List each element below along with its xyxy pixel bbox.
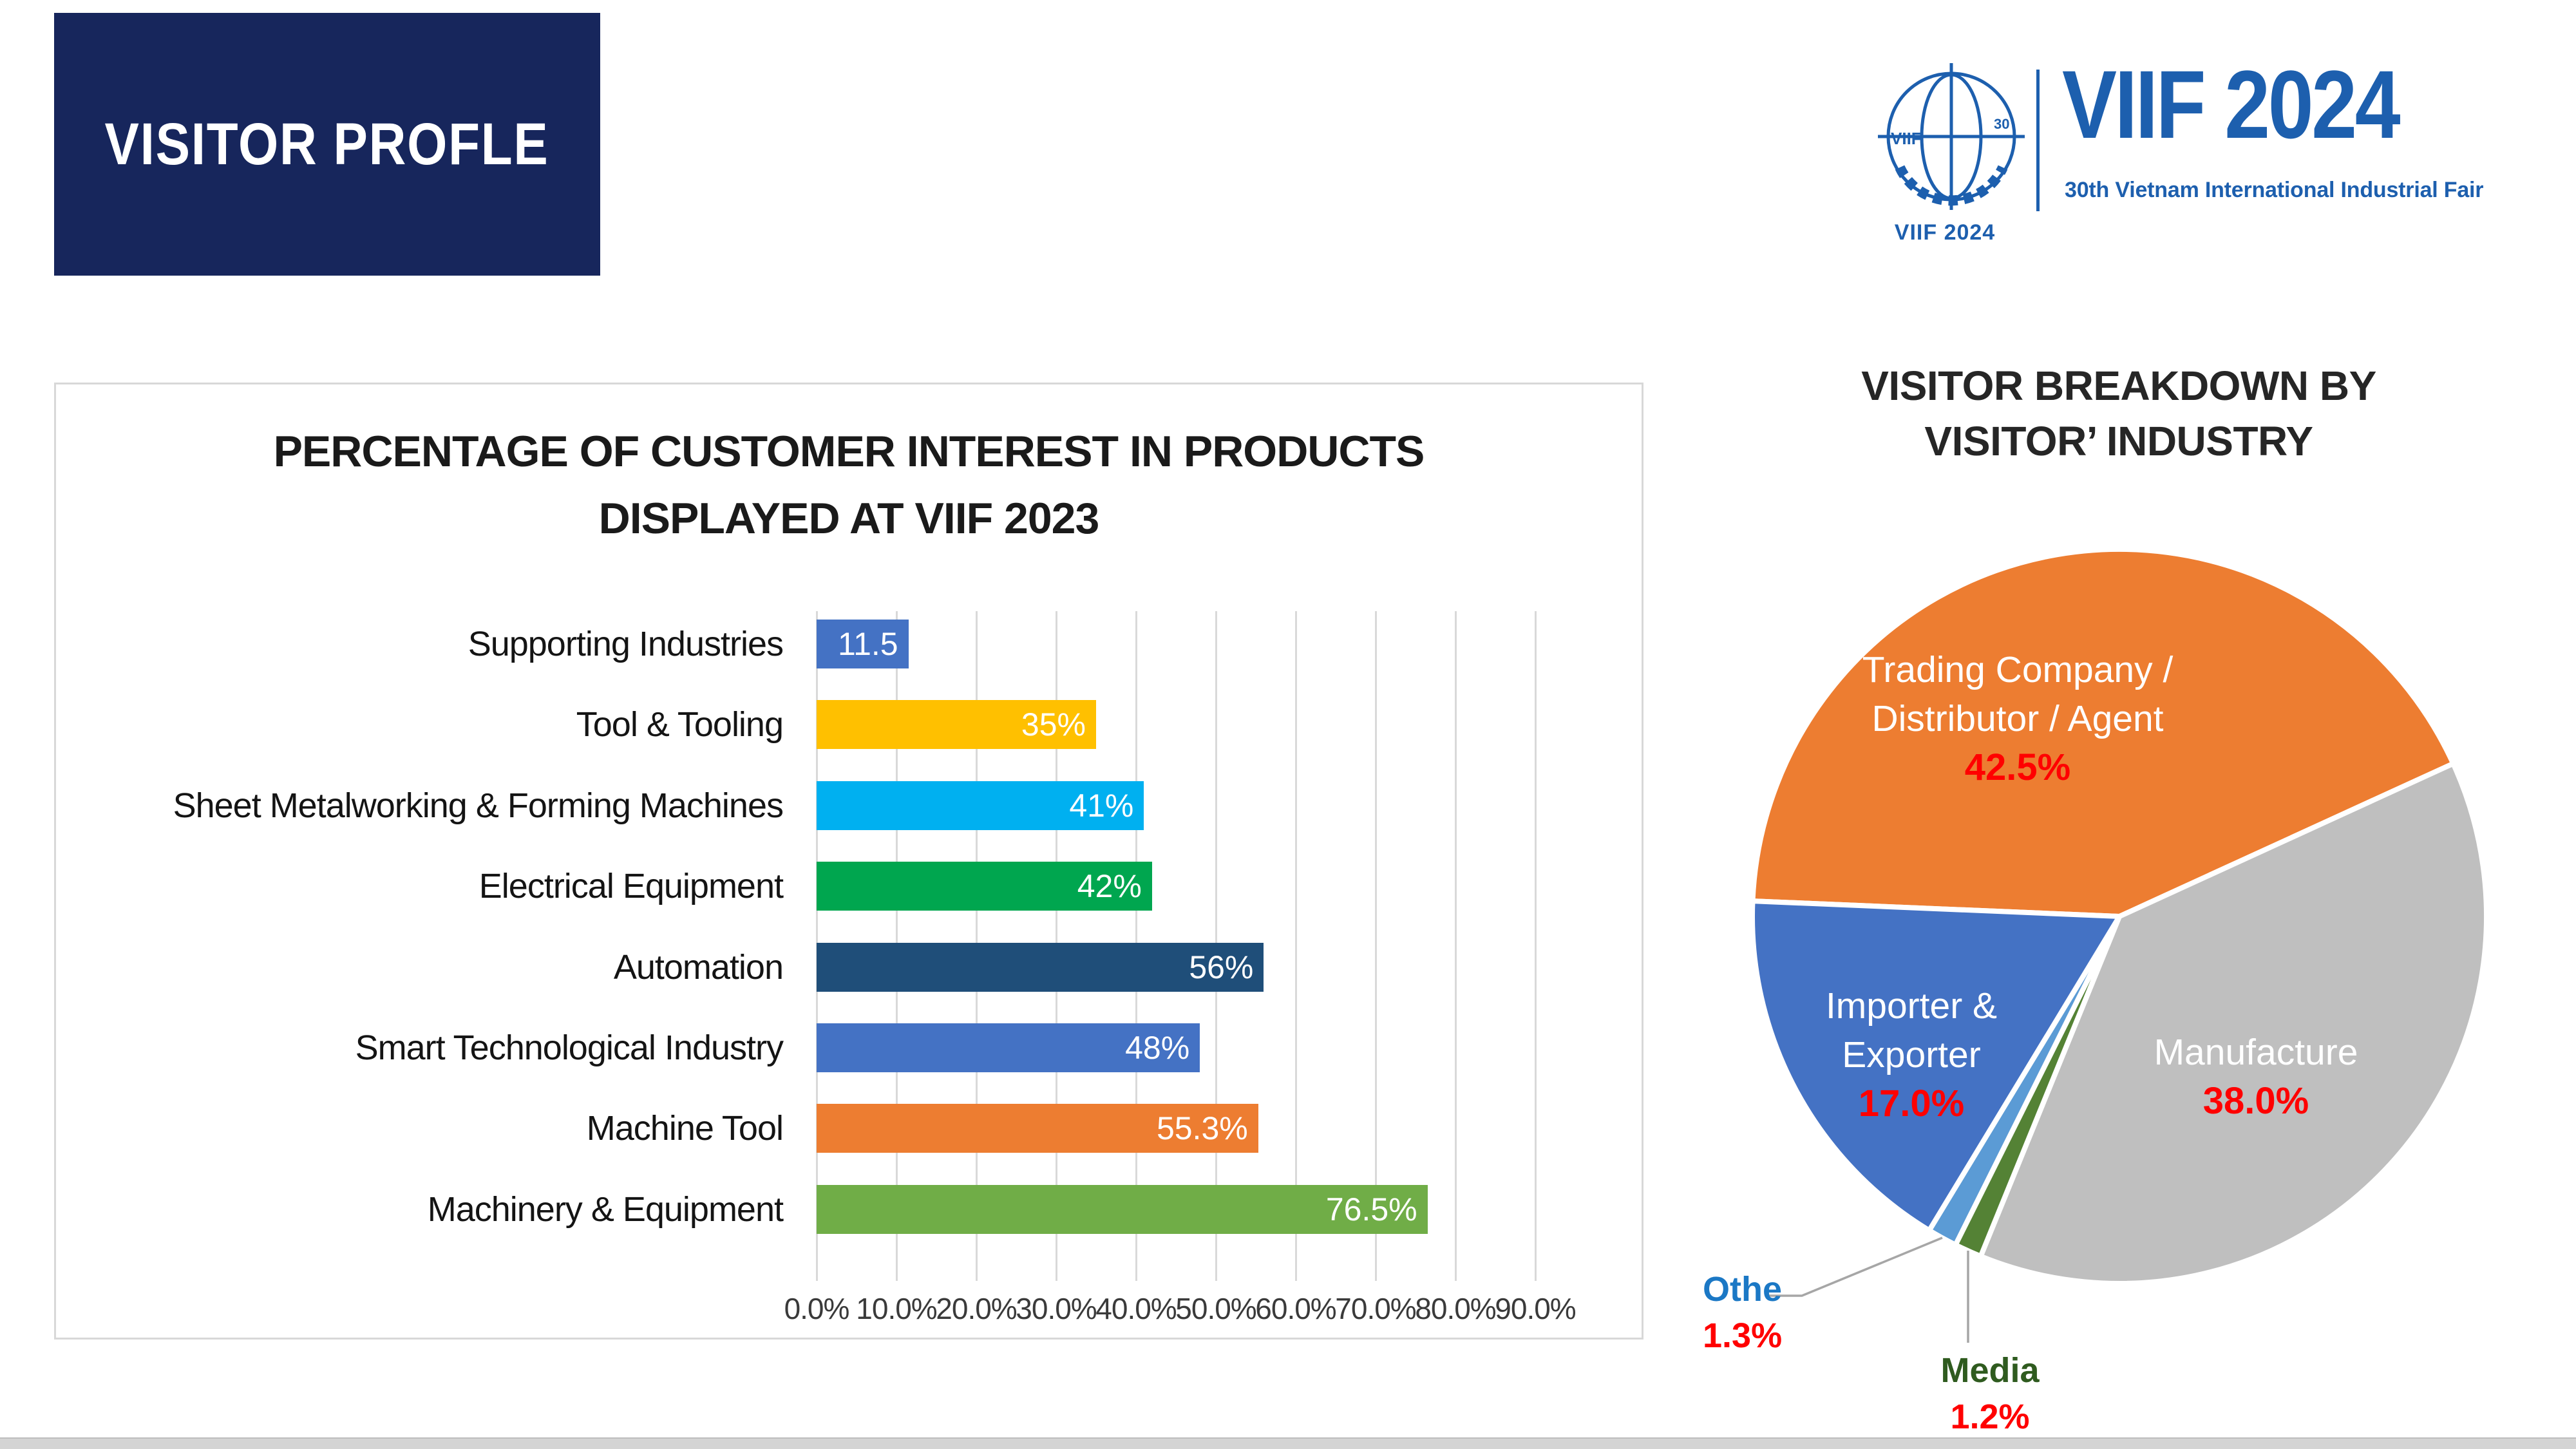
gridline [1295,611,1297,1281]
page-title: VISITOR PROFLE [105,111,549,177]
manufacture-label-line1: Manufacture [2154,1032,2358,1073]
othe-slice-label: Othe 1.3% [1703,1266,1782,1359]
pie-title-line1: VISITOR BREAKDOWN BY [1861,363,2376,409]
pie-slice [1978,761,2489,1286]
bar-value-label: 56% [1189,949,1254,985]
gridline [1535,611,1537,1281]
emblem-caption: VIIF 2024 [1894,220,1996,245]
bar: 35% [817,700,1096,750]
bar-chart-panel: PERCENTAGE OF CUSTOMER INTEREST IN PRODU… [54,383,1643,1340]
bar: 41% [817,781,1144,830]
footer-strip [0,1437,2576,1449]
category-label: Automation [613,947,784,987]
header-block: VISITOR PROFLE [54,13,600,276]
category-label: Sheet Metalworking & Forming Machines [173,786,784,825]
viif-logo: VIIF 30 VIIF 2024 VIIF 2024 30th Vietnam… [1861,50,2544,270]
category-label: Smart Technological Industry [355,1028,784,1067]
media-label-text: Media [1940,1351,2040,1390]
logo-divider [2036,70,2040,211]
media-pct-label: 1.2% [1950,1397,2030,1436]
pie-slice [1750,898,2122,1233]
othe-label-text: Othe [1703,1270,1783,1309]
logo-subtitle: 30th Vietnam International Industrial Fa… [2065,178,2484,202]
media-slice-label: Media 1.2% [1887,1347,2093,1440]
importer-label-line1: Importer & [1825,985,1998,1027]
pie-title-line2: VISITOR’ INDUSTRY [1924,418,2313,464]
pie-slice [1750,546,2456,919]
othe-pct-label: 1.3% [1703,1316,1783,1355]
importer-slice-label: Importer & Exporter 17.0% [1750,981,2072,1128]
bar: 56% [817,942,1264,992]
x-axis-tick-label: 0.0% [784,1292,850,1325]
logo-brand: VIIF 2024 [2062,50,2401,158]
trading-slice-label: Trading Company / Distributor / Agent 42… [1818,645,2217,792]
gridline [1375,611,1377,1281]
bar-value-label: 41% [1069,787,1134,824]
bar: 55.3% [817,1104,1258,1153]
manufacture-pct-label: 38.0% [2202,1080,2309,1122]
x-axis-tick-label: 60.0% [1255,1292,1336,1325]
x-axis-tick-label: 80.0% [1415,1292,1496,1325]
emblem-viif-text: VIIF [1891,129,1922,148]
bar-value-label: 35% [1021,706,1086,743]
category-label: Machinery & Equipment [427,1189,784,1229]
viif-emblem-icon: VIIF 30 [1878,63,2025,210]
bar: 42% [817,862,1152,911]
category-label: Supporting Industries [468,625,784,663]
pie-chart [1750,546,2489,1286]
category-label: Electrical Equipment [478,867,784,906]
x-axis-tick-label: 40.0% [1095,1292,1177,1325]
bar-value-label: 42% [1077,868,1142,905]
bar-value-label: 55.3% [1156,1110,1248,1147]
bar-chart-title-line1: PERCENTAGE OF CUSTOMER INTEREST IN PRODU… [273,427,1425,476]
bar-value-label: 76.5% [1325,1191,1417,1227]
gridline [1455,611,1457,1281]
x-axis-tick-label: 70.0% [1335,1292,1416,1325]
bar: 48% [817,1023,1200,1072]
importer-label-line2: Exporter [1842,1034,1981,1075]
x-axis-tick-label: 10.0% [856,1292,937,1325]
manufacture-slice-label: Manufacture 38.0% [2095,1028,2417,1126]
bar: 76.5% [817,1184,1428,1234]
bar-value-label: 11.5 [837,626,898,662]
bar-chart-title: PERCENTAGE OF CUSTOMER INTEREST IN PRODU… [56,418,1642,552]
bar: 11.5 [817,620,909,668]
bar-chart-title-line2: DISPLAYED AT VIIF 2023 [598,494,1100,543]
bar-value-label: 48% [1125,1030,1190,1066]
x-axis-tick-label: 20.0% [936,1292,1017,1325]
bar-plot: 0.0% 10.0% 20.0% 30.0% 40.0% 50.0% 60.0% 70.0% 8… [56,384,1642,1338]
emblem-30-text: 30 [1994,116,2009,132]
x-axis-tick-label: 90.0% [1495,1292,1576,1325]
category-label: Machine Tool [586,1109,784,1148]
trading-label-line2: Distributor / Agent [1871,698,2164,739]
trading-label-line1: Trading Company / [1862,649,2174,690]
x-axis-tick-label: 30.0% [1016,1292,1097,1325]
pie-chart-title: VISITOR BREAKDOWN BY VISITOR’ INDUSTRY [1797,358,2441,469]
category-label: Tool & Tooling [576,705,784,744]
trading-pct-label: 42.5% [1964,746,2071,788]
x-axis-tick-label: 50.0% [1175,1292,1256,1325]
importer-pct-label: 17.0% [1858,1083,1965,1124]
